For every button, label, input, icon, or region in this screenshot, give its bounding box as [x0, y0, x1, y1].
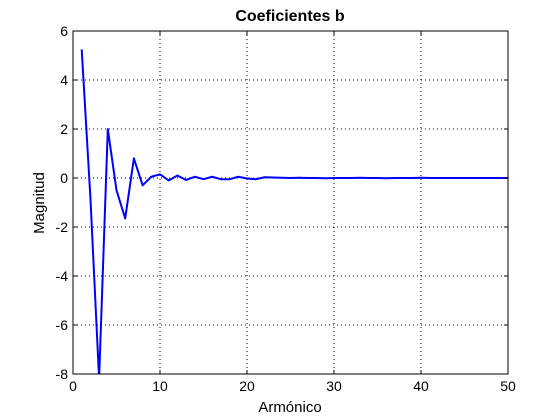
- plot-background: [73, 31, 508, 374]
- x-tick-label: 50: [500, 378, 516, 394]
- grid: [73, 31, 508, 374]
- y-tick-label: -6: [56, 317, 69, 333]
- y-tick-label: 0: [60, 170, 68, 186]
- x-tick-label: 0: [69, 378, 77, 394]
- y-tick-label: -4: [56, 268, 69, 284]
- y-tick-label: 6: [60, 23, 68, 39]
- series-line-0: [80, 49, 508, 374]
- series-group: [80, 49, 508, 374]
- y-tick-label: -8: [56, 366, 69, 382]
- plot-frame: [72, 30, 509, 375]
- y-tick-label: 4: [60, 72, 68, 88]
- x-tick-label: 20: [239, 378, 255, 394]
- x-tick-label: 10: [152, 378, 168, 394]
- y-tick-label: -2: [56, 219, 69, 235]
- x-tick-label: 30: [326, 378, 342, 394]
- x-axis-label: Armónico: [258, 399, 321, 416]
- x-tick-label: 40: [413, 378, 429, 394]
- y-axis-label: Magnitud: [31, 172, 48, 234]
- y-tick-label: 2: [60, 121, 68, 137]
- chart-title: Coeficientes b: [235, 8, 345, 25]
- ticks: 0 10 20 30 40 50 -8 -6 -4 -2 0 2 4 6: [56, 23, 516, 394]
